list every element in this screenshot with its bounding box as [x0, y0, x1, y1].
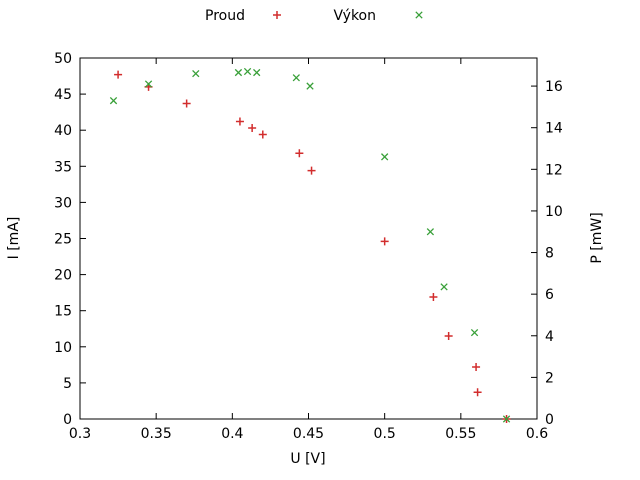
- data-point-cross: [426, 228, 435, 236]
- data-point-cross: [292, 74, 300, 82]
- data-points: [109, 67, 511, 423]
- y-tick-label: 45: [54, 87, 72, 103]
- y-tick-label: 40: [54, 123, 72, 139]
- y2-tick-label: 4: [545, 329, 554, 345]
- legend-label: Proud: [205, 8, 245, 24]
- y2-tick-label: 16: [545, 79, 563, 95]
- data-point-cross: [502, 415, 511, 423]
- data-point-cross: [109, 96, 118, 105]
- axis-ticks: 0.3 0.35 0.4 0.45 0.5 0.55 0.60510152025303540…: [54, 51, 563, 442]
- data-point-cross: [440, 283, 448, 291]
- y2-tick-label: 12: [545, 162, 563, 178]
- data-point-plus: [295, 149, 304, 158]
- y2-tick-label: 6: [545, 287, 554, 303]
- y-tick-label: 0: [63, 412, 72, 428]
- x-tick-label: 0.55: [445, 426, 476, 442]
- y2-tick-label: 0: [545, 412, 554, 428]
- data-point-cross: [144, 80, 153, 88]
- x-tick-label: 0.4: [221, 426, 243, 442]
- x-tick-label: 0.6: [526, 426, 548, 442]
- y-tick-label: 15: [54, 304, 72, 320]
- x-tick-label: 0.45: [293, 426, 324, 442]
- y2-tick-label: 14: [545, 121, 563, 137]
- x-tick-label: 0.5: [374, 426, 396, 442]
- y2-axis-label: P [mW]: [589, 212, 605, 263]
- data-point-plus: [473, 388, 482, 397]
- data-point-plus: [114, 70, 123, 79]
- data-point-cross: [234, 68, 243, 77]
- y-axis-label: I [mA]: [6, 217, 22, 260]
- data-point-plus: [429, 292, 438, 301]
- data-point-cross: [306, 82, 314, 90]
- y-tick-label: 30: [54, 195, 72, 211]
- y-tick-label: 10: [54, 340, 72, 356]
- data-point-plus: [307, 166, 316, 175]
- data-point-plus: [472, 363, 481, 372]
- y-tick-label: 20: [54, 268, 72, 284]
- legend: Proud Výkon: [205, 8, 423, 24]
- x-tick-label: 0.35: [141, 426, 172, 442]
- y-tick-label: 50: [54, 51, 72, 67]
- data-point-plus: [258, 130, 267, 139]
- x-axis-label: U [V]: [290, 451, 325, 467]
- y-tick-label: 35: [54, 159, 72, 175]
- data-point-cross: [381, 153, 389, 161]
- data-point-plus: [182, 99, 191, 108]
- legend-plus-marker: [273, 11, 281, 19]
- data-point-cross: [470, 328, 479, 337]
- data-point-plus: [444, 331, 453, 340]
- data-point-cross: [243, 67, 252, 76]
- y2-tick-label: 2: [545, 370, 554, 386]
- y-tick-label: 5: [63, 376, 72, 392]
- data-point-plus: [248, 124, 257, 133]
- legend-label: Výkon: [333, 8, 376, 24]
- data-point-plus: [235, 117, 244, 126]
- data-point-cross: [253, 68, 261, 77]
- data-point-cross: [192, 69, 200, 78]
- y2-tick-label: 10: [545, 204, 563, 220]
- x-tick-label: 0.3: [69, 426, 91, 442]
- legend-cross-marker: [415, 11, 423, 19]
- y2-tick-label: 8: [545, 246, 554, 262]
- y-tick-label: 25: [54, 232, 72, 248]
- data-point-plus: [380, 237, 389, 246]
